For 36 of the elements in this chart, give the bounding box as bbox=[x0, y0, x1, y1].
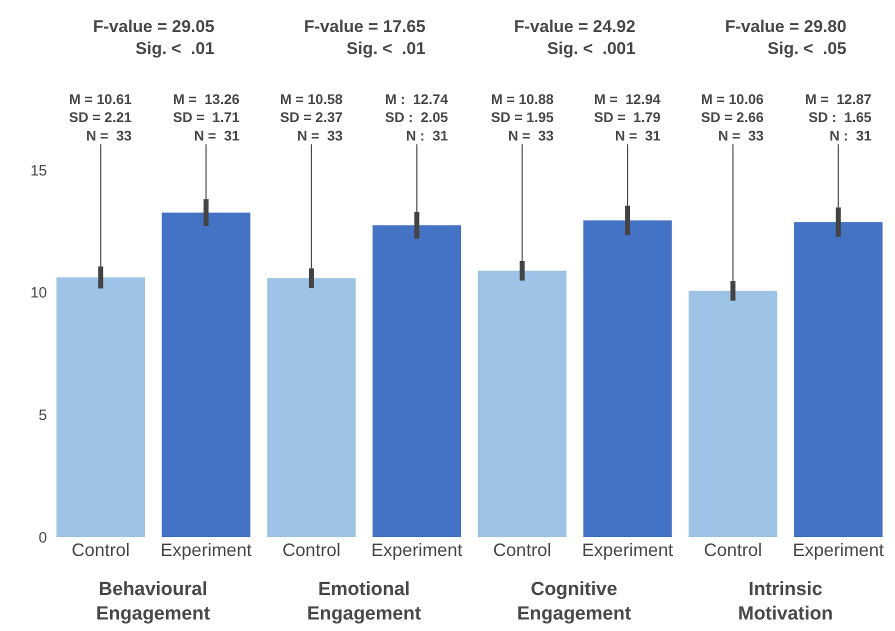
bar bbox=[688, 290, 778, 537]
y-tick-label: 5 bbox=[38, 406, 47, 424]
text: Cognitive Engagement bbox=[517, 579, 632, 625]
annotation: M = 10.06 SD = 2.66 N = 33 bbox=[701, 91, 764, 144]
y-tick-label: 10 bbox=[30, 284, 47, 302]
annotation: M = 13.26 SD = 1.71 N = 31 bbox=[173, 91, 240, 144]
bar bbox=[372, 225, 462, 537]
text: F-value = 17.65 Sig. < .01 bbox=[304, 17, 426, 58]
y-tick-label: 15 bbox=[30, 162, 47, 180]
x-tick-label: Experiment bbox=[371, 540, 462, 560]
bar bbox=[794, 222, 883, 537]
bar bbox=[56, 277, 145, 537]
text: F-value = 29.80 Sig. < .05 bbox=[725, 17, 846, 58]
text: Intrinsic Motivation bbox=[738, 579, 833, 625]
annotation: M = 10.58 SD = 2.37 N = 33 bbox=[280, 91, 343, 144]
bar bbox=[583, 220, 672, 537]
x-tick-label: Control bbox=[704, 540, 762, 560]
bar bbox=[162, 212, 250, 537]
annotation: M = 10.88 SD = 1.95 N = 33 bbox=[491, 91, 554, 144]
text: Emotional Engagement bbox=[307, 579, 422, 625]
x-tick-label: Experiment bbox=[792, 540, 884, 560]
bar bbox=[478, 270, 566, 537]
y-tick-label: 0 bbox=[38, 529, 47, 546]
x-tick-label: Control bbox=[72, 540, 130, 560]
text: F-value = 24.92 Sig. < .001 bbox=[514, 17, 636, 58]
text: F-value = 29.05 Sig. < .01 bbox=[93, 17, 214, 58]
annotation: M : 12.74 SD : 2.05 N : 31 bbox=[385, 91, 448, 144]
x-tick-label: Control bbox=[282, 540, 340, 560]
bar bbox=[267, 278, 356, 537]
text: Behavioural Engagement bbox=[96, 579, 211, 625]
annotation: M = 12.87 SD : 1.65 N : 31 bbox=[805, 91, 872, 144]
x-tick-label: Experiment bbox=[160, 540, 252, 560]
x-tick-label: Control bbox=[493, 540, 552, 560]
x-tick-label: Experiment bbox=[582, 540, 674, 560]
annotation: M = 12.94 SD = 1.79 N = 31 bbox=[594, 91, 661, 144]
annotation: M = 10.61 SD = 2.21 N = 33 bbox=[69, 91, 132, 144]
